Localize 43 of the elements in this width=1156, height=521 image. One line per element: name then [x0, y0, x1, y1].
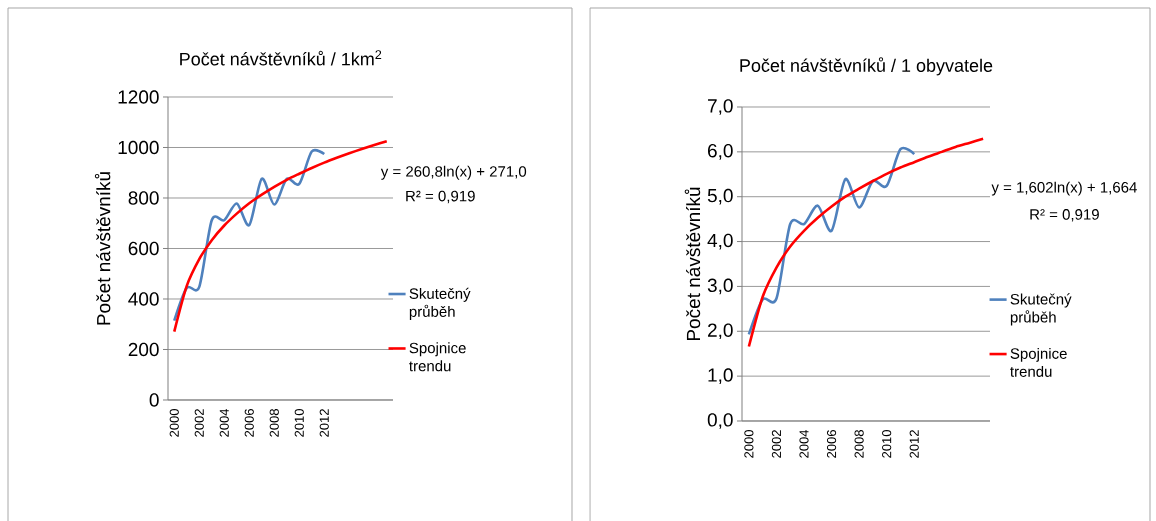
y-tick-label: 0,0: [707, 413, 733, 429]
y-tick-label: 0: [149, 393, 159, 407]
x-tick-label: 2006: [826, 430, 837, 458]
x-tick-label: 2006: [244, 409, 254, 437]
text: R² = 0,919: [406, 190, 475, 204]
y-tick-label: 4,0: [707, 233, 733, 250]
y-tick-label: 400: [128, 292, 159, 306]
x-tick-label: 2004: [219, 408, 229, 437]
y-tick-label: 5,0: [707, 188, 733, 205]
y-tick-label: 2,0: [708, 323, 733, 340]
legend-label: Skutečný průběh: [1010, 293, 1072, 326]
chart-title: Počet návštěvníků / 1 obyvatele: [740, 57, 993, 76]
x-tick-label: 2010: [294, 409, 304, 437]
x-tick-label: 2012: [319, 409, 329, 437]
x-tick-label: 2008: [269, 409, 279, 437]
y-tick-label: 800: [128, 191, 159, 205]
annotation: y = 260,8ln(x) + 271,0: [380, 165, 527, 180]
x-tick-label: 2010: [882, 430, 892, 458]
y-axis-title: Počet návštěvníků: [684, 187, 701, 341]
text: y = 1,602ln(x) + 1,664: [991, 181, 1137, 196]
chart-title: Počet návštěvníků / 1km$^{2}$: [180, 50, 382, 66]
text: R² = 0,919: [1030, 209, 1099, 222]
y-axis-title: Počet návštěvníků: [94, 172, 111, 325]
x-tick-label: 2000: [169, 409, 179, 437]
x-tick-label: 2004: [799, 429, 809, 458]
x-tick-label: 2002: [771, 430, 782, 458]
legend-label: Spojnice trendu: [1010, 347, 1067, 377]
x-tick-label: 2000: [744, 430, 754, 458]
line-series: [747, 137, 985, 348]
legend-label: Spojnice trendu: [409, 342, 466, 372]
y-tick-label: 200: [128, 342, 159, 357]
y-tick-label: 600: [128, 241, 159, 256]
y-tick-label: 1000: [118, 140, 159, 155]
x-tick-label: 2012: [909, 430, 919, 458]
line-series: [172, 139, 389, 333]
y-tick-label: 6,0: [708, 144, 733, 160]
legend-label: Skutečný průběh: [409, 287, 471, 320]
x-tick-label: 2008: [854, 430, 864, 458]
y-tick-label: 1,0: [708, 368, 733, 384]
y-tick-label: 3,0: [707, 278, 733, 295]
y-tick-label: 1200: [118, 90, 159, 104]
x-tick-label: 2002: [194, 409, 204, 437]
y-tick-label: 7,0: [708, 99, 733, 115]
